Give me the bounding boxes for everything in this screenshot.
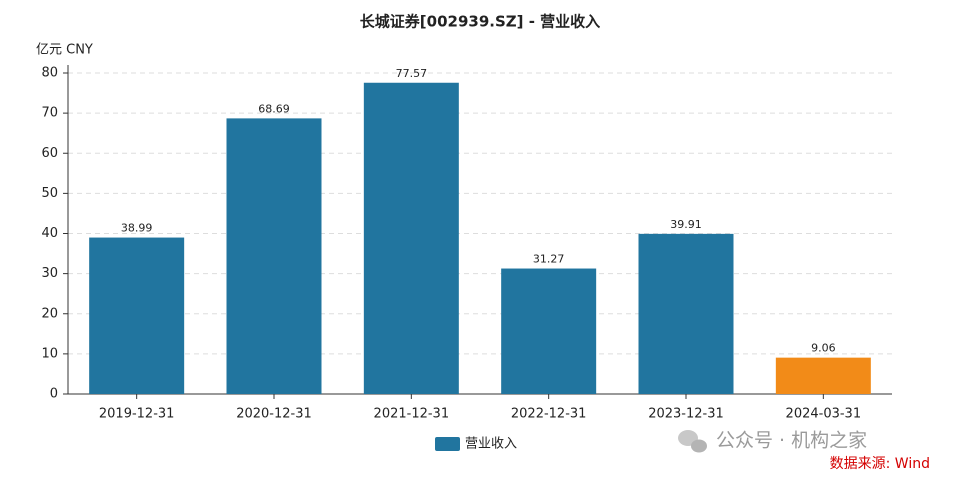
y-tick-label: 70 bbox=[41, 106, 58, 121]
watermark-icon bbox=[678, 430, 707, 453]
value-label: 39.91 bbox=[670, 218, 702, 231]
bar bbox=[638, 233, 734, 394]
y-axis-label: 亿元 CNY bbox=[36, 43, 93, 58]
y-tick-label: 20 bbox=[41, 306, 58, 321]
value-label: 9.06 bbox=[811, 342, 836, 355]
legend-swatch bbox=[435, 437, 460, 451]
y-tick-label: 60 bbox=[41, 146, 58, 161]
x-tick-label: 2023-12-31 bbox=[648, 407, 724, 422]
bar bbox=[501, 268, 597, 394]
x-tick-label: 2022-12-31 bbox=[511, 407, 587, 422]
chart-title: 长城证券[002939.SZ] - 营业收入 bbox=[360, 13, 600, 31]
x-tick-label: 2021-12-31 bbox=[374, 407, 450, 422]
y-tick-label: 0 bbox=[50, 387, 58, 402]
x-tick-label: 2020-12-31 bbox=[236, 407, 312, 422]
value-label: 68.69 bbox=[258, 102, 290, 115]
y-tick-label: 30 bbox=[41, 266, 58, 281]
bar bbox=[226, 118, 322, 394]
x-tick-label: 2019-12-31 bbox=[99, 407, 175, 422]
value-label: 77.57 bbox=[396, 67, 428, 80]
y-tick-label: 80 bbox=[41, 66, 58, 81]
watermark: 公众号 · 机构之家 bbox=[716, 430, 867, 452]
bar bbox=[363, 82, 459, 395]
bar bbox=[775, 357, 871, 394]
value-label: 31.27 bbox=[533, 253, 565, 266]
y-tick-label: 50 bbox=[41, 186, 58, 201]
x-tick-label: 2024-03-31 bbox=[786, 407, 862, 422]
bar bbox=[89, 237, 185, 394]
legend-label: 营业收入 bbox=[465, 437, 517, 452]
value-label: 38.99 bbox=[121, 222, 153, 235]
source-note: 数据来源: Wind bbox=[830, 456, 930, 472]
y-tick-label: 10 bbox=[41, 346, 58, 361]
y-tick-label: 40 bbox=[41, 226, 58, 241]
